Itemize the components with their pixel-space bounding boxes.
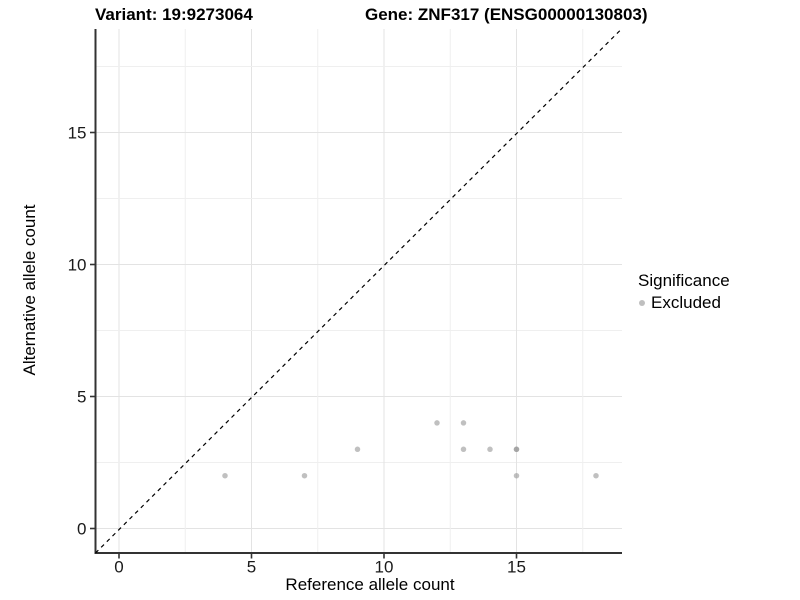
data-point <box>301 472 308 479</box>
data-point <box>222 472 228 479</box>
plot-title-variant: Variant: 19:9273064 <box>95 5 253 24</box>
legend-item-excluded: Excluded <box>639 293 730 312</box>
data-point <box>487 446 493 453</box>
y-tick-label: 0 <box>77 520 86 539</box>
y-tick-label: 10 <box>68 256 87 275</box>
legend-point-marker-icon <box>639 299 645 306</box>
data-point <box>593 472 599 479</box>
plot-title-gene: Gene: ZNF317 (ENSG00000130803) <box>365 5 648 24</box>
legend: Significance Excluded <box>638 271 730 312</box>
y-tick-label: 15 <box>68 124 87 143</box>
x-tick-label: 5 <box>247 558 256 577</box>
data-point <box>354 446 361 453</box>
data-point <box>513 446 520 453</box>
data-point <box>434 420 440 426</box>
legend-title: Significance <box>638 271 730 290</box>
x-tick-label: 10 <box>375 558 394 577</box>
y-tick-label: 5 <box>77 388 86 407</box>
data-point <box>460 420 467 426</box>
identity-line <box>95 28 622 554</box>
x-axis-label: Reference allele count <box>285 575 455 594</box>
data-point <box>460 446 467 453</box>
data-point <box>513 472 520 479</box>
x-tick-label: 0 <box>114 558 123 577</box>
x-tick-label: 15 <box>507 558 526 577</box>
legend-item-label: Excluded <box>651 293 721 312</box>
